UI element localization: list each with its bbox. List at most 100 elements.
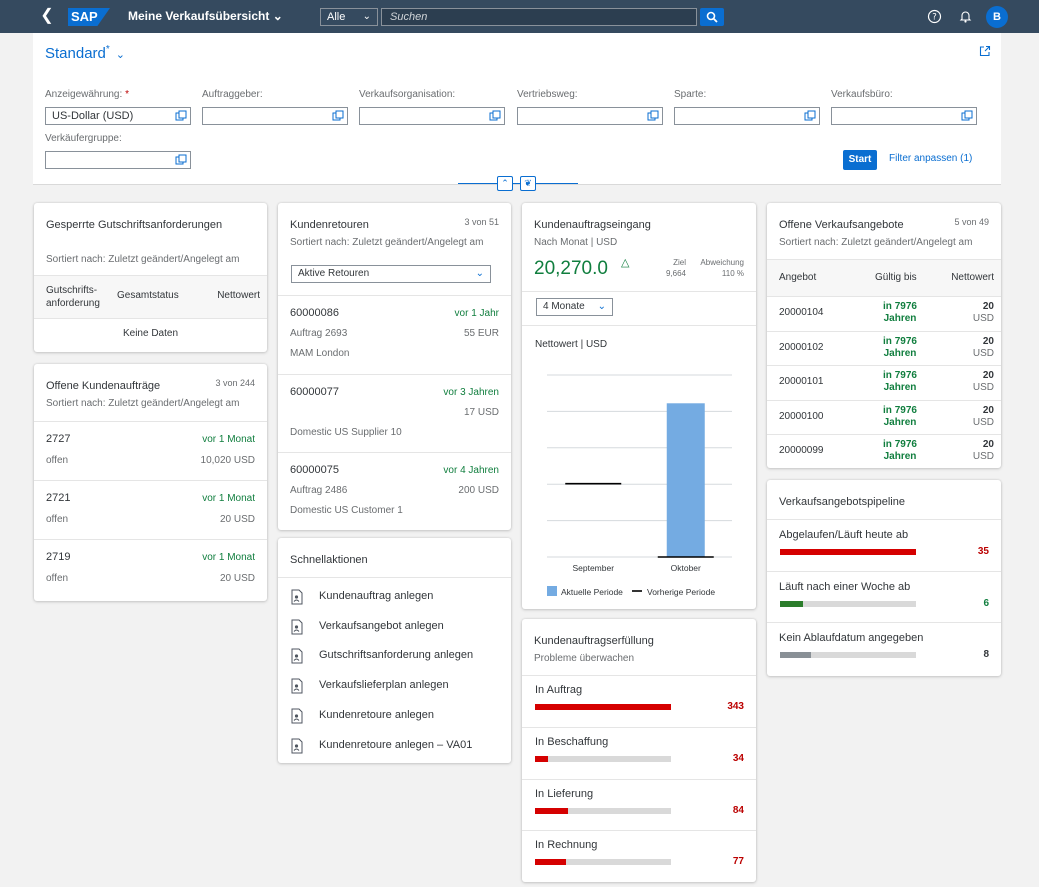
search-scope-select[interactable]: Alle ⌄ (320, 8, 378, 26)
value-help-icon[interactable] (804, 110, 816, 122)
table-row[interactable]: 20000101 in 7976 Jahren 20 USD (767, 365, 1001, 399)
open-quotations-card[interactable]: Offene Verkaufsangebote 5 von 49 Sortier… (767, 203, 1001, 468)
list-item[interactable]: 2721 vor 1 Monat offen 20 USD (46, 492, 255, 525)
back-icon[interactable]: ❮ (40, 7, 54, 24)
bar-current-period[interactable] (666, 403, 705, 557)
fulfillment-item[interactable]: In Auftrag 343 (522, 675, 756, 727)
chevron-up-icon: ⌃ (501, 178, 509, 188)
quick-actions-card: Schnellaktionen Kundenauftrag anlegen Ver… (278, 538, 511, 763)
sales-office-field[interactable] (831, 107, 977, 125)
x-tick-label: September (572, 563, 614, 573)
sales-group-field[interactable] (45, 151, 191, 169)
help-icon[interactable]: ? (927, 9, 942, 24)
card-sort-info: Sortiert nach: Zuletzt geändert/Angelegt… (46, 398, 240, 409)
value-help-icon[interactable] (175, 110, 187, 122)
net-value-unit: USD (972, 313, 994, 324)
quick-action-item[interactable]: Kundenauftrag anlegen (278, 584, 511, 610)
list-item[interactable]: 2727 vor 1 Monat offen 10,020 USD (46, 433, 255, 466)
progress-fill (535, 807, 569, 814)
order-fulfillment-card[interactable]: Kundenauftragserfüllung Probleme überwac… (522, 619, 756, 882)
sales-order-intake-card[interactable]: Kundenauftragseingang Nach Monat | USD 2… (522, 203, 756, 609)
valid-until-line2: Jahren (883, 382, 917, 393)
card-title: Kundenretouren (290, 219, 369, 231)
sold-to-label: Auftraggeber: (202, 89, 263, 100)
blocked-credit-requests-card[interactable]: Gesperrte Gutschriftsanforderungen Sorti… (34, 203, 267, 352)
quick-action-item[interactable]: Kundenretoure anlegen (278, 703, 511, 729)
variant-name: Standard (45, 45, 106, 62)
quotation-id: 20000104 (779, 307, 824, 318)
card-subtitle: Probleme überwachen (534, 653, 635, 664)
open-sales-orders-card[interactable]: Offene Kundenaufträge 3 von 244 Sortiert… (34, 364, 267, 601)
net-value-unit: USD (972, 347, 994, 359)
net-value-unit: USD (972, 416, 994, 428)
start-button[interactable]: Start (843, 150, 877, 170)
net-value: 20 (982, 439, 994, 450)
sales-office-label: Verkaufsbüro: (831, 89, 893, 100)
pipeline-label: Läuft nach einer Woche ab (779, 580, 911, 593)
search-input[interactable]: Suchen (381, 8, 697, 26)
table-row[interactable]: 20000100 in 7976 Jahren 20 USD (767, 400, 1001, 434)
quick-action-item[interactable]: Verkaufslieferplan anlegen (278, 673, 511, 699)
valid-until-line2: Jahren (883, 347, 917, 359)
avatar[interactable]: B (986, 6, 1008, 28)
quotation-pipeline-card[interactable]: Verkaufsangebotspipeline Abgelaufen/Läuf… (767, 480, 1001, 676)
value-help-icon[interactable] (332, 110, 344, 122)
bell-icon[interactable] (958, 9, 973, 24)
pipeline-item[interactable]: Abgelaufen/Läuft heute ab 35 (767, 519, 1001, 570)
progress-bar (535, 755, 671, 762)
card-title: Gesperrte Gutschriftsanforderungen (46, 219, 223, 231)
app-title-menu[interactable]: Meine Verkaufsübersicht ⌄ (128, 9, 283, 23)
share-icon[interactable] (979, 45, 991, 57)
table-row[interactable]: 20000099 in 7976 Jahren 20 USD (767, 434, 1001, 468)
distribution-channel-field[interactable] (517, 107, 663, 125)
period-select[interactable]: 4 Monate ⌄ (536, 298, 613, 316)
division-field[interactable] (674, 107, 820, 125)
list-item[interactable]: 2719 vor 1 Monat offen 20 USD (46, 551, 255, 584)
sales-org-label: Verkaufsorganisation: (359, 89, 456, 100)
document-icon (290, 648, 304, 664)
document-icon (290, 708, 304, 724)
progress-fill (535, 704, 671, 710)
chevron-down-icon: ⌄ (362, 11, 371, 22)
target-value: 9,664 (665, 269, 686, 278)
quick-action-item[interactable]: Gutschriftsanforderung anlegen (278, 643, 511, 669)
collapse-header-button[interactable]: ⌃ (497, 176, 513, 191)
table-row[interactable]: 20000104 in 7976 Jahren 20 USD (767, 296, 1001, 330)
fulfillment-item[interactable]: In Rechnung 77 (522, 830, 756, 882)
sold-to-field[interactable] (202, 107, 348, 125)
fulfillment-label: In Rechnung (535, 839, 598, 852)
progress-fill (780, 652, 812, 658)
kpi-value: 20,270.0 (534, 258, 608, 279)
search-button[interactable] (700, 8, 724, 26)
variant-selector[interactable]: Standard* ⌄ (45, 44, 125, 62)
table-row[interactable]: 20000102 in 7976 Jahren 20 USD (767, 331, 1001, 365)
fulfillment-value: 84 (732, 804, 744, 816)
svg-text:?: ? (932, 13, 937, 23)
pipeline-item[interactable]: Läuft nach einer Woche ab 6 (767, 571, 1001, 622)
pipeline-item[interactable]: Kein Ablaufdatum angegeben 8 (767, 622, 1001, 673)
value-help-icon[interactable] (647, 110, 659, 122)
currency-field[interactable]: US-Dollar (USD) (45, 107, 191, 125)
column-header: Gutschrifts- anforderung (46, 285, 100, 309)
net-value: 20 (982, 404, 994, 416)
sap-logo[interactable]: SAP (68, 8, 110, 26)
fulfillment-item[interactable]: In Beschaffung 34 (522, 727, 756, 779)
column-header: Nettowert (217, 290, 260, 301)
pin-header-button[interactable]: ❦ (520, 176, 536, 191)
list-item[interactable]: 60000075 vor 4 Jahren Auftrag 2486 200 U… (290, 464, 499, 516)
returns-filter-select[interactable]: Aktive Retouren ⌄ (291, 265, 491, 283)
card-title: Verkaufsangebotspipeline (779, 496, 905, 508)
quick-action-item[interactable]: Verkaufsangebot anlegen (278, 614, 511, 640)
value-help-icon[interactable] (961, 110, 973, 122)
card-sort-info: Sortiert nach: Zuletzt geändert/Angelegt… (779, 237, 973, 248)
sales-org-field[interactable] (359, 107, 505, 125)
list-item[interactable]: 60000086 vor 1 Jahr Auftrag 2693 55 EUR … (290, 307, 499, 359)
value-help-icon[interactable] (489, 110, 501, 122)
customer-returns-card[interactable]: Kundenretouren 3 von 51 Sortiert nach: Z… (278, 203, 511, 530)
list-item[interactable]: 60000077 vor 3 Jahren 17 USD Domestic US… (290, 386, 499, 438)
quick-action-item[interactable]: Kundenretoure anlegen – VA01 (278, 733, 511, 759)
value-help-icon[interactable] (175, 154, 187, 166)
fulfillment-item[interactable]: In Lieferung 84 (522, 779, 756, 831)
pipeline-label: Abgelaufen/Läuft heute ab (779, 529, 909, 541)
adapt-filters-link[interactable]: Filter anpassen (1) (889, 153, 973, 164)
